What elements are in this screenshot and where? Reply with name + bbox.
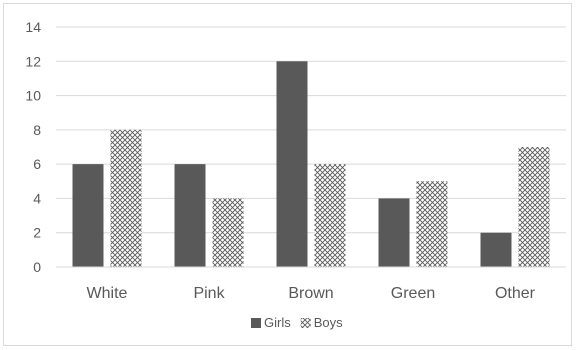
x-tick-label: Brown [288,285,333,302]
x-tick-label: Pink [193,285,225,302]
y-tick-label: 4 [33,190,41,206]
bar-girls-other [480,232,512,267]
y-tick-label: 8 [33,122,41,138]
x-tick-label: Other [495,285,536,302]
y-tick-label: 14 [25,19,41,35]
x-axis-ticks: White Pink Brown Green Other [87,285,536,302]
x-tick-label: Green [391,285,435,302]
y-axis-ticks: 0 2 4 6 8 10 12 14 [25,19,41,275]
bar-girls-white [72,164,104,267]
legend: Girls Boys [251,315,343,330]
legend-swatch-boys [300,318,311,328]
bar-girls-brown [276,61,308,268]
bar-boys-white [110,129,142,267]
bar-girls-pink [174,164,206,267]
legend-swatch-girls [251,318,261,328]
bar-boys-other [518,147,550,267]
y-tick-label: 6 [33,156,41,172]
y-tick-label: 2 [33,225,41,241]
bar-boys-brown [314,164,346,267]
bar-boys-pink [212,198,244,267]
y-tick-label: 10 [25,88,41,104]
legend-label-girls: Girls [264,315,291,330]
legend-label-boys: Boys [314,315,343,330]
bar-girls-green [378,198,410,267]
x-tick-label: White [87,285,128,302]
y-tick-label: 12 [25,53,41,69]
bars [72,61,550,268]
y-tick-label: 0 [33,259,41,275]
bar-boys-green [416,181,448,267]
